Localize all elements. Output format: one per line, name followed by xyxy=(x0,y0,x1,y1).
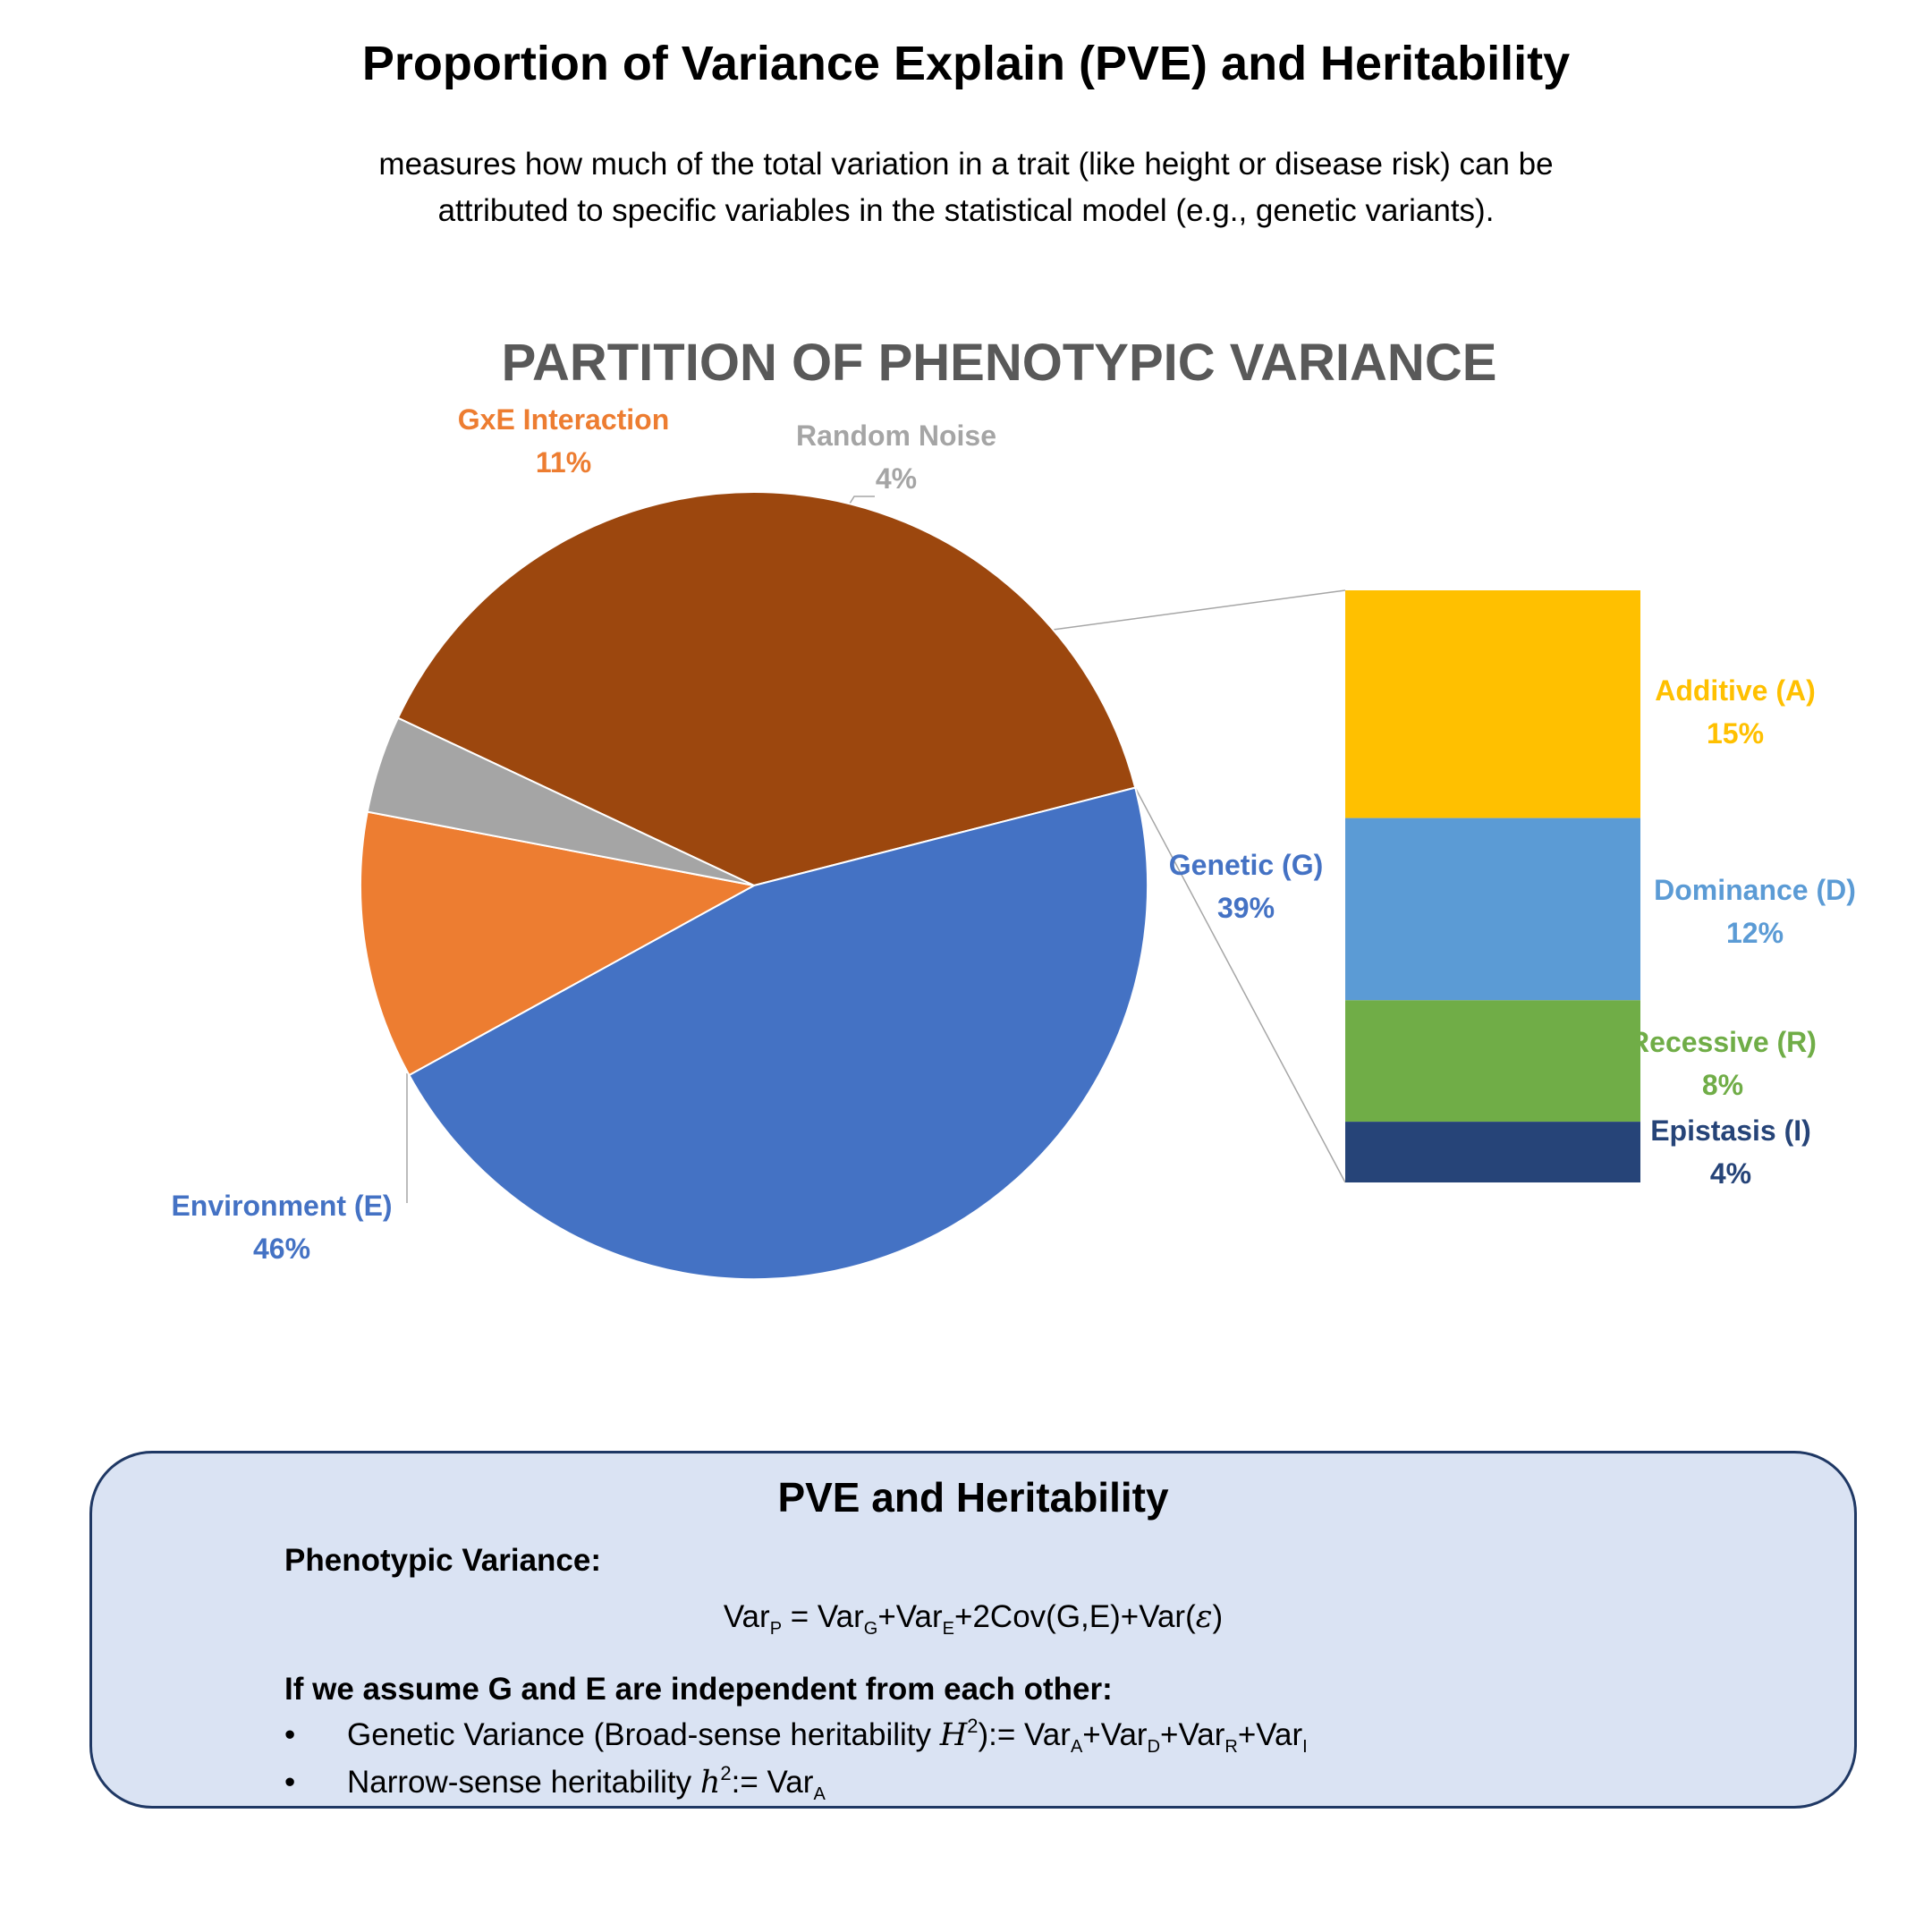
data-labels: Genetic (G) 39% Environment (E) 46% GxE Inte… xyxy=(171,403,1855,1265)
label-additive-a: Additive (A) 15% xyxy=(1655,674,1816,750)
label-value: 12% xyxy=(1726,917,1784,949)
label-genetic-g: Genetic (G) 39% xyxy=(1169,849,1323,924)
label-name: Environment (E) xyxy=(171,1190,392,1222)
broad-sense-bullet: • Genetic Variance (Broad-sense heritabil… xyxy=(284,1715,1308,1757)
label-value: 11% xyxy=(536,446,591,479)
label-environment-e: Environment (E) 46% xyxy=(171,1190,392,1265)
bar-segment-recessive-r xyxy=(1345,1000,1640,1123)
stacked-bar xyxy=(1345,590,1640,1182)
bar-of-pie-chart: PARTITION OF PHENOTYPIC VARIANCE Genetic… xyxy=(171,334,1856,1281)
broad-sense-text: Genetic Variance (Broad-sense heritabili… xyxy=(347,1717,940,1752)
info-box-title: PVE and Heritability xyxy=(777,1474,1169,1521)
label-name: Genetic (G) xyxy=(1169,849,1323,881)
label-dominance-d: Dominance (D) 12% xyxy=(1654,874,1856,949)
bar-segment-additive-a xyxy=(1345,590,1640,818)
label-value: 46% xyxy=(253,1233,310,1265)
connector-bottom xyxy=(1134,787,1346,1183)
narrow-sense-bullet: • Narrow-sense heritability h2:= VarA xyxy=(284,1762,826,1804)
bar-segment-epistasis-i xyxy=(1345,1122,1640,1182)
label-value: 8% xyxy=(1702,1069,1743,1101)
label-value: 15% xyxy=(1707,717,1764,750)
narrow-sense-text: Narrow-sense heritability xyxy=(347,1765,700,1800)
subtitle-line-1: measures how much of the total variation… xyxy=(378,147,1554,182)
label-name: Random Noise xyxy=(796,419,996,452)
label-name: GxE Interaction xyxy=(458,403,670,436)
label-value: 4% xyxy=(876,462,917,495)
label-name: Additive (A) xyxy=(1655,674,1816,707)
info-box: PVE and Heritability Phenotypic Variance… xyxy=(89,1451,1857,1809)
label-name: Dominance (D) xyxy=(1654,874,1856,906)
pie xyxy=(360,491,1149,1281)
subtitle-line-2: attributed to specific variables in the … xyxy=(437,193,1495,228)
bullet-dot: • xyxy=(284,1765,296,1800)
phenotypic-variance-formula: VarP = VarG+VarE+2Cov(G,E)+Var(ε) xyxy=(723,1599,1224,1639)
pie-slice-random-noise xyxy=(366,716,755,886)
independence-assumption: If we assume G and E are independent fro… xyxy=(284,1672,1113,1707)
pie-slice-gxe-interaction xyxy=(360,810,757,1077)
label-name: Recessive (R) xyxy=(1629,1026,1817,1058)
label-value: 4% xyxy=(1710,1157,1751,1190)
label-epistasis-i: Epistasis (I) 4% xyxy=(1650,1114,1811,1190)
page-title: Proportion of Variance Explain (PVE) and… xyxy=(361,37,1571,90)
label-gxe-interaction: GxE Interaction 11% xyxy=(458,403,670,479)
bar-segment-dominance-d xyxy=(1345,818,1640,1001)
bullet-dot: • xyxy=(284,1717,296,1752)
phenotypic-variance-label: Phenotypic Variance: xyxy=(284,1543,602,1578)
page-subtitle: measures how much of the total variation… xyxy=(295,141,1637,234)
label-name: Epistasis (I) xyxy=(1650,1114,1811,1147)
pie-slice-environment-e xyxy=(408,786,1149,1281)
label-random-noise: Random Noise 4% xyxy=(796,419,996,495)
label-recessive-r: Recessive (R) 8% xyxy=(1629,1026,1817,1101)
chart-title: PARTITION OF PHENOTYPIC VARIANCE xyxy=(502,334,1497,392)
pie-slice-genetic-g xyxy=(396,491,1137,887)
label-value: 39% xyxy=(1217,892,1275,924)
